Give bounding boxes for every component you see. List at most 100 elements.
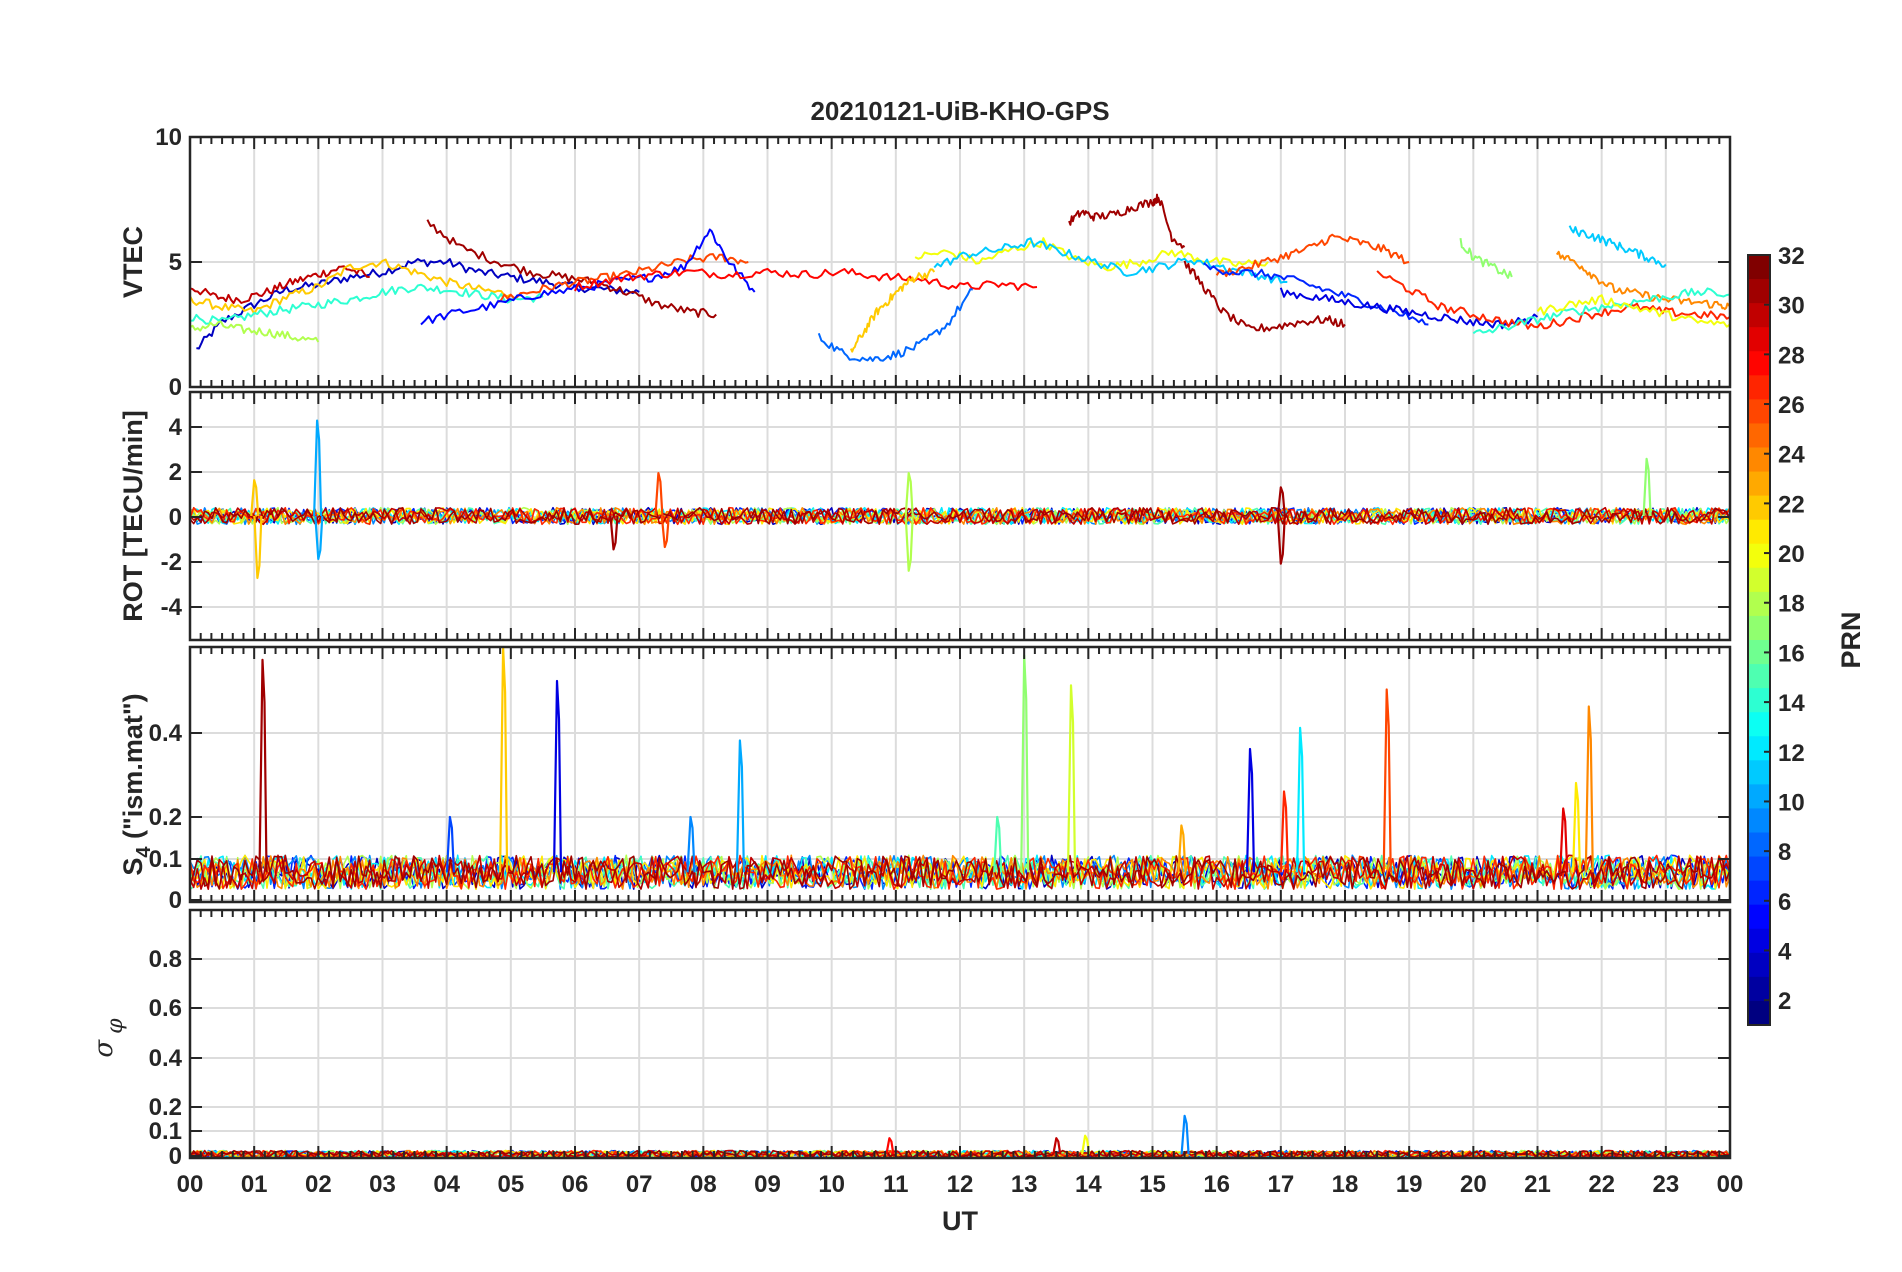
s4-trace-prn-15 — [190, 854, 1730, 890]
colorbar-segment — [1748, 567, 1770, 593]
colorbar-segment — [1748, 928, 1770, 954]
colorbar-tick-label: 4 — [1778, 938, 1792, 965]
panel-vtec: 10 5 0 VTEC — [118, 124, 1732, 401]
colorbar-tick-label: 10 — [1778, 789, 1805, 816]
y-tick-label: 0.2 — [149, 1094, 182, 1121]
colorbar-segment — [1748, 375, 1770, 400]
vtec-series-prn-24 — [1555, 250, 1730, 311]
rot-spike-prn-31 — [609, 515, 619, 551]
s4-trace-prn-31 — [190, 854, 1730, 890]
s4-spike-prn-23 — [1177, 824, 1187, 873]
s4-spike-prn-19 — [1066, 684, 1077, 873]
rot-spike-prn-31 — [1276, 515, 1286, 565]
y-tick-label: 0.1 — [149, 1118, 182, 1145]
y-tick-label: -2 — [161, 549, 182, 576]
colorbar-segment — [1748, 688, 1770, 713]
x-tick-label: 00 — [1717, 1171, 1744, 1198]
colorbar-segment — [1748, 808, 1770, 834]
colorbar-segment — [1748, 519, 1770, 545]
x-tick-label: 04 — [433, 1171, 460, 1198]
vtec-series-prn-27 — [1376, 270, 1730, 330]
colorbar-segment — [1748, 255, 1770, 280]
colorbar-tick-label: 32 — [1778, 243, 1805, 270]
y-axis-label: ROT [TECU/min] — [118, 410, 148, 621]
colorbar-frame — [1747, 254, 1771, 1026]
s4-spike-prn-4 — [552, 679, 563, 873]
x-tick-label: 13 — [1011, 1171, 1038, 1198]
chart-title: 20210121-UiB-KHO-GPS — [810, 96, 1109, 126]
sigma_phi-spike-prn-9 — [1180, 1114, 1190, 1155]
colorbar-segment — [1748, 952, 1770, 978]
y-axis-label: S4 ("ism.mat") — [118, 693, 155, 875]
colorbar-tick-label: 6 — [1778, 889, 1791, 916]
vtec-series-prn-31 — [1068, 193, 1186, 249]
rot-spike-prn-18 — [904, 515, 914, 572]
s4-spike-prn-29 — [1559, 807, 1569, 873]
x-tick-label: 11 — [883, 1171, 908, 1198]
vtec-series-prn-17 — [1459, 237, 1513, 279]
y-axis-label-sub: φ — [103, 1018, 128, 1034]
colorbar-segment — [1748, 784, 1770, 810]
colorbar-tick-label: 28 — [1778, 342, 1805, 369]
x-tick-label: 21 — [1524, 1171, 1551, 1198]
y-axis-label: VTEC — [118, 226, 148, 298]
y-tick-label: 2 — [169, 459, 182, 486]
x-tick-label: 02 — [305, 1171, 332, 1198]
x-tick-label: 06 — [562, 1171, 589, 1198]
colorbar-segment — [1748, 327, 1770, 352]
colorbar-tick-label: 26 — [1778, 392, 1805, 419]
y-tick-label: 0 — [169, 887, 182, 914]
y-tick-label: 0 — [169, 374, 182, 401]
s4-spike-prn-22 — [499, 647, 509, 873]
vtec-series-prn-20 — [1536, 294, 1730, 328]
rot-spike-prn-26 — [654, 472, 664, 517]
s4-spike-prn-12 — [1296, 726, 1306, 873]
data-series — [190, 647, 1730, 890]
colorbar-tick-label: 22 — [1778, 491, 1805, 518]
colorbar-segment — [1748, 303, 1770, 328]
s4-spike-prn-7 — [445, 815, 455, 873]
s4-spike-prn-21 — [1571, 781, 1582, 873]
y-tick-label: 0.4 — [149, 720, 183, 747]
y-tick-label: 4 — [169, 414, 183, 441]
y-tick-label: 0 — [169, 1143, 182, 1170]
y-tick-label: 0.8 — [149, 946, 182, 973]
colorbar-segment — [1748, 447, 1770, 473]
colorbar-segment — [1748, 832, 1770, 858]
sigma_phi-spike-prn-28 — [885, 1137, 895, 1155]
y-axis-label-sub: 4 — [133, 846, 155, 858]
vtec-series-prn-26 — [497, 253, 749, 304]
vtec-series-prn-11 — [1568, 225, 1667, 268]
y-tick-label: 5 — [169, 249, 182, 276]
x-tick-label: 22 — [1588, 1171, 1615, 1198]
s4-spike-prn-27 — [1279, 790, 1290, 873]
s4-spike-prn-24 — [1584, 705, 1594, 873]
rot-spike-prn-22 — [253, 515, 263, 580]
x-tick-label: 15 — [1139, 1171, 1166, 1198]
y-tick-label: -4 — [161, 594, 183, 621]
colorbar-segment — [1748, 760, 1770, 785]
vtec-series-prn-22 — [849, 268, 936, 353]
rot-spike-prn-10 — [314, 515, 324, 560]
y-axis-label-rest: ("ism.mat") — [118, 693, 148, 846]
colorbar-label: PRN — [1836, 611, 1866, 668]
x-tick-label: 16 — [1203, 1171, 1230, 1198]
colorbar-segment — [1748, 664, 1770, 689]
colorbar-segment — [1748, 423, 1770, 449]
vtec-series-prn-31 — [426, 219, 717, 319]
colorbar-tick-label: 20 — [1778, 541, 1805, 568]
s4-spike-prn-10 — [735, 739, 745, 873]
colorbar-tick-label: 2 — [1778, 988, 1791, 1015]
x-tick-label: 23 — [1652, 1171, 1679, 1198]
vtec-series-prn-18 — [190, 320, 320, 343]
y-tick-label: 0.1 — [149, 846, 182, 873]
rot-spike-prn-10 — [313, 419, 323, 517]
x-tick-label: 03 — [369, 1171, 396, 1198]
colorbar-segment — [1748, 1000, 1770, 1026]
x-tick-label: 07 — [626, 1171, 653, 1198]
x-tick-label: 12 — [947, 1171, 974, 1198]
y-tick-label: 0.4 — [149, 1045, 183, 1072]
colorbar: 32 30 28 26 24 22 20 18 16 14 12 10 8 6 4 2 — [1747, 243, 1805, 1026]
colorbar-tick-label: 30 — [1778, 293, 1805, 320]
